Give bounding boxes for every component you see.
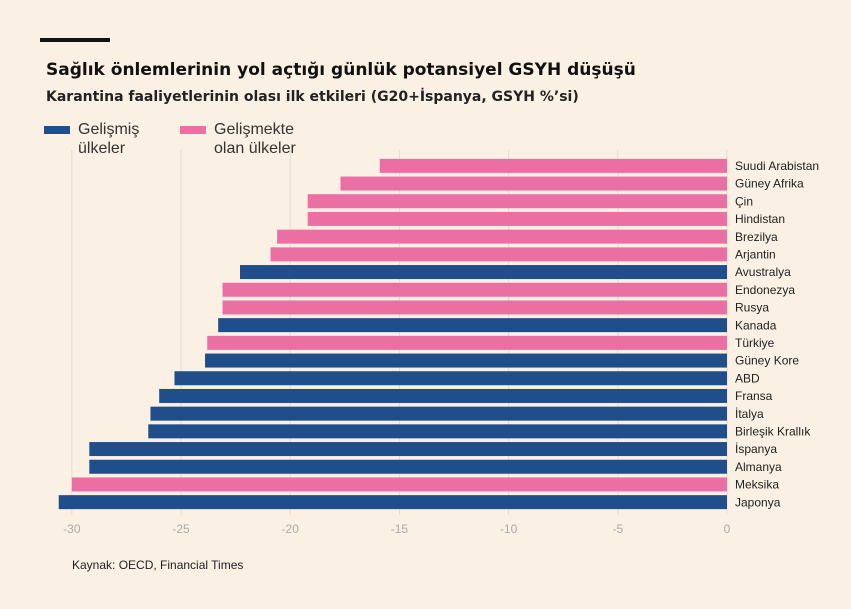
y-tick-label: Güney Afrika	[735, 177, 804, 191]
y-tick-label: Fransa	[735, 389, 773, 403]
x-tick-label: -25	[172, 522, 190, 536]
bar	[307, 194, 727, 209]
y-tick-label: Çin	[735, 194, 753, 208]
bar	[89, 459, 727, 474]
y-tick-label: İtalya	[735, 407, 764, 421]
y-tick-label: Brezilya	[735, 230, 778, 244]
y-tick-label: Rusya	[735, 301, 769, 315]
chart-title: Sağlık önlemlerinin yol açtığı günlük po…	[46, 60, 636, 80]
y-tick-label: Güney Kore	[735, 354, 799, 368]
x-tick-label: -5	[612, 522, 623, 536]
legend-swatch	[44, 126, 70, 134]
bar	[222, 282, 727, 297]
y-tick-label: Japonya	[735, 495, 781, 509]
y-tick-label: Endonezya	[735, 283, 795, 297]
x-tick-label: -20	[282, 522, 300, 536]
y-tick-label: Avustralya	[735, 265, 791, 279]
x-tick-label: -30	[63, 522, 81, 536]
bar	[379, 158, 727, 173]
bar	[148, 424, 728, 439]
bar	[222, 300, 727, 315]
y-tick-label: ABD	[735, 371, 760, 385]
source: Kaynak: OECD, Financial Times	[72, 558, 243, 572]
chart-subtitle: Karantina faaliyetlerinin olası ilk etki…	[46, 88, 579, 105]
y-tick-label: Birleşik Krallık	[735, 425, 811, 439]
bar	[239, 265, 728, 280]
header-rule	[40, 38, 110, 42]
bar	[89, 442, 727, 457]
legend-label: Gelişmiş ülkeler	[78, 121, 140, 157]
bar	[159, 388, 727, 403]
bar	[207, 335, 727, 350]
y-tick-label: İspanya	[735, 442, 777, 456]
x-tick-label: -15	[391, 522, 409, 536]
y-tick-label: Arjantin	[735, 248, 776, 262]
bar	[205, 353, 728, 368]
bar	[270, 247, 727, 262]
bar	[218, 318, 727, 333]
bar	[340, 176, 727, 191]
bar	[307, 211, 727, 226]
legend-swatch	[180, 126, 206, 134]
y-tick-label: Suudi Arabistan	[735, 159, 819, 173]
bar	[174, 371, 727, 386]
x-tick-label: 0	[724, 522, 731, 536]
y-tick-label: Almanya	[735, 460, 782, 474]
bar	[71, 477, 728, 492]
x-tick-label: -10	[500, 522, 518, 536]
legend-label: Gelişmekte olan ülkeler	[214, 121, 296, 157]
y-tick-label: Hindistan	[735, 212, 785, 226]
y-tick-label: Kanada	[735, 318, 777, 332]
y-tick-label: Türkiye	[735, 336, 775, 350]
bar	[277, 229, 727, 244]
bar	[150, 406, 727, 421]
y-tick-label: Meksika	[735, 478, 779, 492]
bar	[58, 495, 728, 510]
